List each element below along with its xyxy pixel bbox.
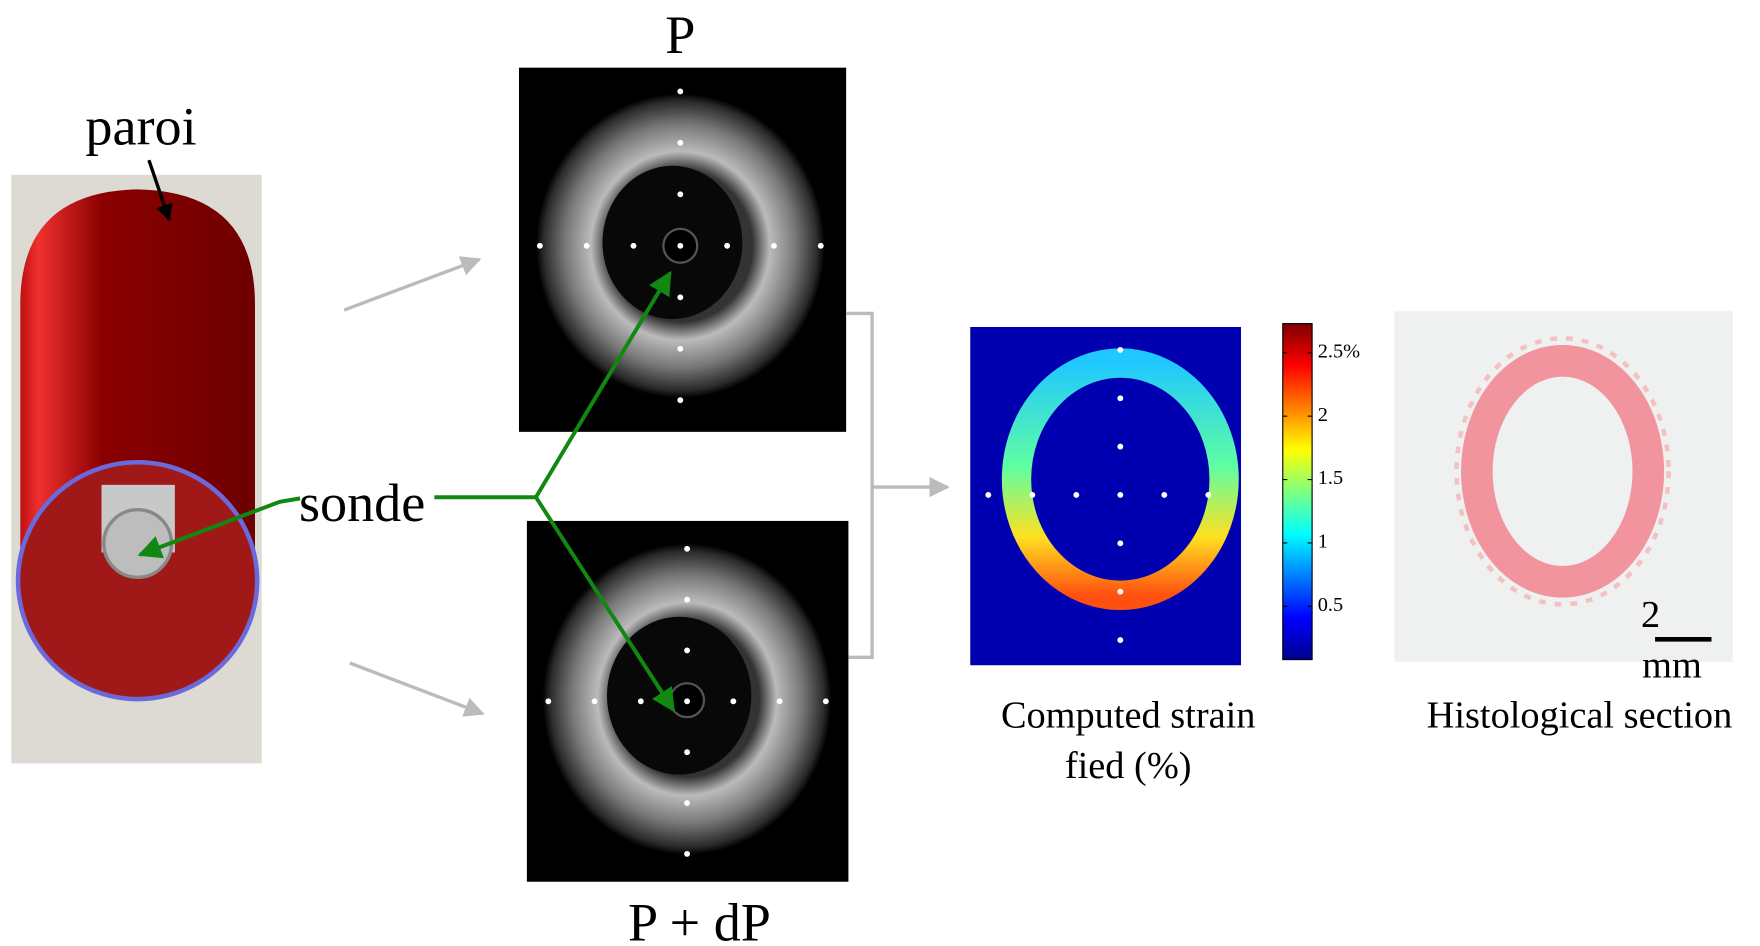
probe-label: sonde bbox=[299, 473, 425, 533]
marker-dot bbox=[677, 345, 684, 352]
wall-label: paroi bbox=[85, 96, 196, 156]
marker-dot bbox=[1117, 637, 1124, 644]
marker-dot bbox=[1029, 492, 1036, 498]
marker-dot bbox=[591, 698, 598, 705]
histology-image bbox=[1394, 311, 1733, 662]
ultrasound-p bbox=[518, 67, 847, 432]
marker-dot bbox=[1205, 492, 1212, 498]
bottom-label: P + dP bbox=[628, 892, 771, 946]
vessel-model bbox=[11, 174, 262, 764]
marker-dot bbox=[771, 242, 777, 249]
marker-dot bbox=[1117, 588, 1124, 595]
marker-dot bbox=[684, 749, 691, 756]
marker-dot bbox=[1117, 540, 1124, 547]
marker-dot bbox=[985, 492, 992, 498]
strain-map bbox=[970, 326, 1242, 666]
marker-dot bbox=[684, 850, 691, 857]
top-label: P bbox=[665, 5, 695, 65]
marker-dot bbox=[677, 139, 684, 146]
marker-dot bbox=[724, 242, 731, 249]
marker-dot bbox=[822, 698, 829, 705]
marker-dot bbox=[677, 397, 684, 404]
marker-dot bbox=[684, 647, 691, 654]
strain-caption: fied (%) bbox=[1065, 745, 1192, 787]
marker-dot bbox=[677, 191, 684, 198]
marker-dot bbox=[677, 294, 684, 301]
scale-unit: mm bbox=[1642, 645, 1702, 687]
marker-dot bbox=[677, 242, 684, 249]
marker-dot bbox=[583, 242, 590, 249]
marker-dot bbox=[730, 698, 737, 705]
marker-dot bbox=[684, 596, 691, 603]
marker-dot bbox=[677, 88, 684, 95]
marker-dot bbox=[637, 698, 644, 705]
marker-dot bbox=[776, 698, 783, 705]
scale-value: 2 bbox=[1641, 594, 1660, 636]
colorbar bbox=[1282, 323, 1313, 661]
marker-dot bbox=[1073, 492, 1080, 498]
strain-caption: Computed strain bbox=[1001, 694, 1256, 736]
marker-dot bbox=[684, 545, 691, 552]
vessel-section bbox=[15, 460, 260, 702]
marker-dot bbox=[1249, 492, 1256, 498]
marker-dot bbox=[545, 698, 552, 705]
colorbar-tick-label: 2 bbox=[1318, 404, 1328, 426]
histology-caption: Histological section bbox=[1427, 694, 1733, 736]
colorbar-tick-label: 2.5% bbox=[1318, 340, 1360, 362]
wall-arrow bbox=[147, 159, 173, 222]
marker-dot bbox=[1117, 346, 1124, 353]
marker-dot bbox=[1117, 443, 1124, 450]
marker-dot bbox=[1117, 492, 1124, 498]
marker-dot bbox=[684, 698, 691, 705]
probe-head bbox=[102, 507, 174, 579]
marker-dot bbox=[817, 242, 824, 249]
marker-dot bbox=[630, 242, 637, 249]
marker-dot bbox=[1161, 492, 1168, 498]
marker-dot bbox=[536, 242, 543, 249]
marker-dot bbox=[1117, 395, 1124, 402]
colorbar-tick-label: 0.5 bbox=[1318, 594, 1343, 616]
probe-pointers bbox=[137, 270, 676, 713]
colorbar-tick-label: 1 bbox=[1318, 531, 1328, 553]
colorbar-tick-label: 1.5 bbox=[1318, 467, 1343, 489]
marker-dot bbox=[684, 800, 691, 806]
flow-arrows bbox=[343, 256, 950, 717]
